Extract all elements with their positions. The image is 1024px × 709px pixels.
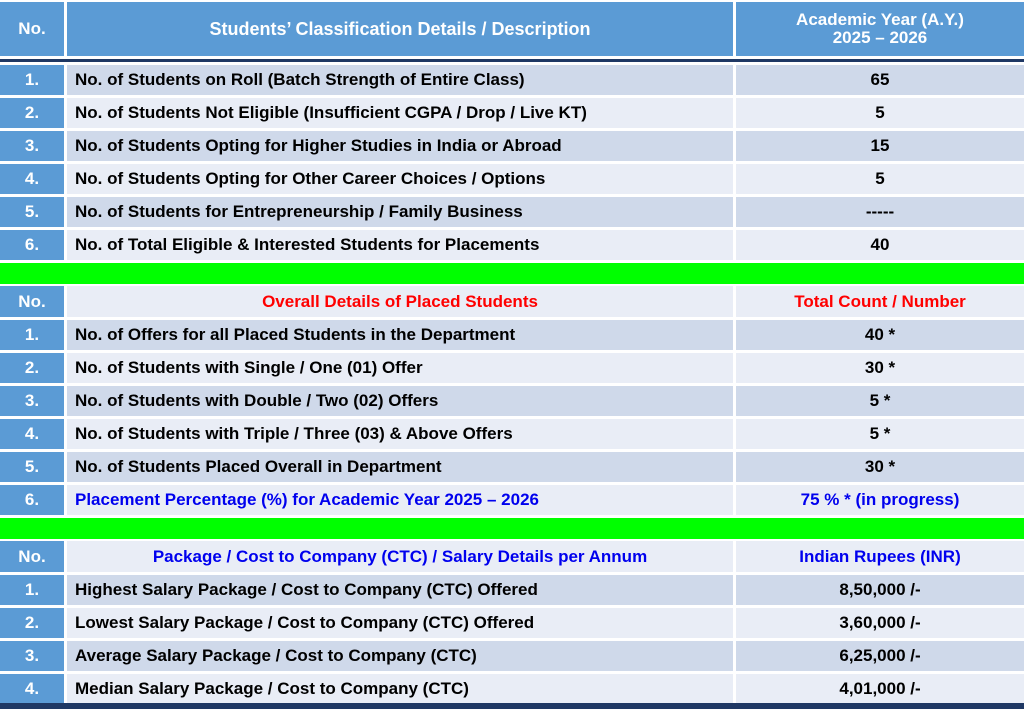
row-value: 30 * xyxy=(736,452,1024,482)
table-bottom-border xyxy=(0,703,1024,709)
row-value: 5 * xyxy=(736,386,1024,416)
row-number: 1. xyxy=(0,65,64,95)
row-value: 6,25,000 /- xyxy=(736,641,1024,671)
column-header-description: Package / Cost to Company (CTC) / Salary… xyxy=(67,541,733,572)
row-value: ----- xyxy=(736,197,1024,227)
academic-year-line2: 2025 – 2026 xyxy=(832,28,928,47)
row-description: No. of Students Opting for Higher Studie… xyxy=(67,131,733,161)
row-number: 2. xyxy=(0,98,64,128)
column-header-no: No. xyxy=(0,2,64,56)
row-description: No. of Students with Triple / Three (03)… xyxy=(67,419,733,449)
table-row: 3. No. of Students Opting for Higher Stu… xyxy=(0,131,1024,161)
table-row: 3. No. of Students with Double / Two (02… xyxy=(0,386,1024,416)
table-row: 2. No. of Students Not Eligible (Insuffi… xyxy=(0,98,1024,128)
row-value: 40 xyxy=(736,230,1024,260)
row-description: No. of Students Placed Overall in Depart… xyxy=(67,452,733,482)
row-number: 3. xyxy=(0,641,64,671)
row-value: 5 * xyxy=(736,419,1024,449)
table-row: 4. Median Salary Package / Cost to Compa… xyxy=(0,674,1024,704)
table-row: 1. No. of Students on Roll (Batch Streng… xyxy=(0,65,1024,95)
table-row: 1. No. of Offers for all Placed Students… xyxy=(0,320,1024,350)
table-row: 5. No. of Students Placed Overall in Dep… xyxy=(0,452,1024,482)
section-separator-green-bar xyxy=(0,518,1024,539)
row-value: 5 xyxy=(736,164,1024,194)
row-value: 65 xyxy=(736,65,1024,95)
row-description: Lowest Salary Package / Cost to Company … xyxy=(67,608,733,638)
column-header-description: Overall Details of Placed Students xyxy=(67,286,733,317)
row-value: 75 % * (in progress) xyxy=(736,485,1024,515)
table-row: 2. Lowest Salary Package / Cost to Compa… xyxy=(0,608,1024,638)
row-number: 4. xyxy=(0,164,64,194)
column-header-total-count: Total Count / Number xyxy=(736,286,1024,317)
row-description: No. of Students Opting for Other Career … xyxy=(67,164,733,194)
academic-year-line1: Academic Year (A.Y.) xyxy=(796,10,964,30)
row-number: 5. xyxy=(0,197,64,227)
row-number: 1. xyxy=(0,320,64,350)
row-number: 3. xyxy=(0,131,64,161)
column-header-description: Students’ Classification Details / Descr… xyxy=(67,2,733,56)
row-description: No. of Students with Double / Two (02) O… xyxy=(67,386,733,416)
row-value: 4,01,000 /- xyxy=(736,674,1024,704)
column-header-no: No. xyxy=(0,286,64,317)
row-description: No. of Students on Roll (Batch Strength … xyxy=(67,65,733,95)
row-number: 4. xyxy=(0,419,64,449)
row-value: 40 * xyxy=(736,320,1024,350)
classification-header-row: No. Students’ Classification Details / D… xyxy=(0,2,1024,56)
row-value: 30 * xyxy=(736,353,1024,383)
placed-students-header-row: No. Overall Details of Placed Students T… xyxy=(0,286,1024,317)
row-value: 15 xyxy=(736,131,1024,161)
column-header-academic-year: Academic Year (A.Y.) 2025 – 2026 xyxy=(736,2,1024,56)
table-row: 4. No. of Students Opting for Other Care… xyxy=(0,164,1024,194)
row-number: 5. xyxy=(0,452,64,482)
row-number: 1. xyxy=(0,575,64,605)
package-details-header-row: No. Package / Cost to Company (CTC) / Sa… xyxy=(0,541,1024,572)
row-number: 6. xyxy=(0,230,64,260)
row-description: No. of Students with Single / One (01) O… xyxy=(67,353,733,383)
table-row: 2. No. of Students with Single / One (01… xyxy=(0,353,1024,383)
row-value: 3,60,000 /- xyxy=(736,608,1024,638)
row-description: Median Salary Package / Cost to Company … xyxy=(67,674,733,704)
column-header-no: No. xyxy=(0,541,64,572)
column-header-inr: Indian Rupees (INR) xyxy=(736,541,1024,572)
row-number: 6. xyxy=(0,485,64,515)
row-number: 4. xyxy=(0,674,64,704)
row-description: No. of Offers for all Placed Students in… xyxy=(67,320,733,350)
row-description: Average Salary Package / Cost to Company… xyxy=(67,641,733,671)
row-number: 3. xyxy=(0,386,64,416)
row-number: 2. xyxy=(0,608,64,638)
header-divider xyxy=(0,59,1024,62)
row-description: No. of Total Eligible & Interested Stude… xyxy=(67,230,733,260)
table-row: 6. No. of Total Eligible & Interested St… xyxy=(0,230,1024,260)
section-separator-green-bar xyxy=(0,263,1024,284)
placement-percentage-row: 6. Placement Percentage (%) for Academic… xyxy=(0,485,1024,515)
row-value: 5 xyxy=(736,98,1024,128)
row-description: No. of Students Not Eligible (Insufficie… xyxy=(67,98,733,128)
row-value: 8,50,000 /- xyxy=(736,575,1024,605)
table-row: 1. Highest Salary Package / Cost to Comp… xyxy=(0,575,1024,605)
row-description: No. of Students for Entrepreneurship / F… xyxy=(67,197,733,227)
row-description: Placement Percentage (%) for Academic Ye… xyxy=(67,485,733,515)
table-row: 4. No. of Students with Triple / Three (… xyxy=(0,419,1024,449)
row-description: Highest Salary Package / Cost to Company… xyxy=(67,575,733,605)
row-number: 2. xyxy=(0,353,64,383)
table-row: 5. No. of Students for Entrepreneurship … xyxy=(0,197,1024,227)
table-row: 3. Average Salary Package / Cost to Comp… xyxy=(0,641,1024,671)
